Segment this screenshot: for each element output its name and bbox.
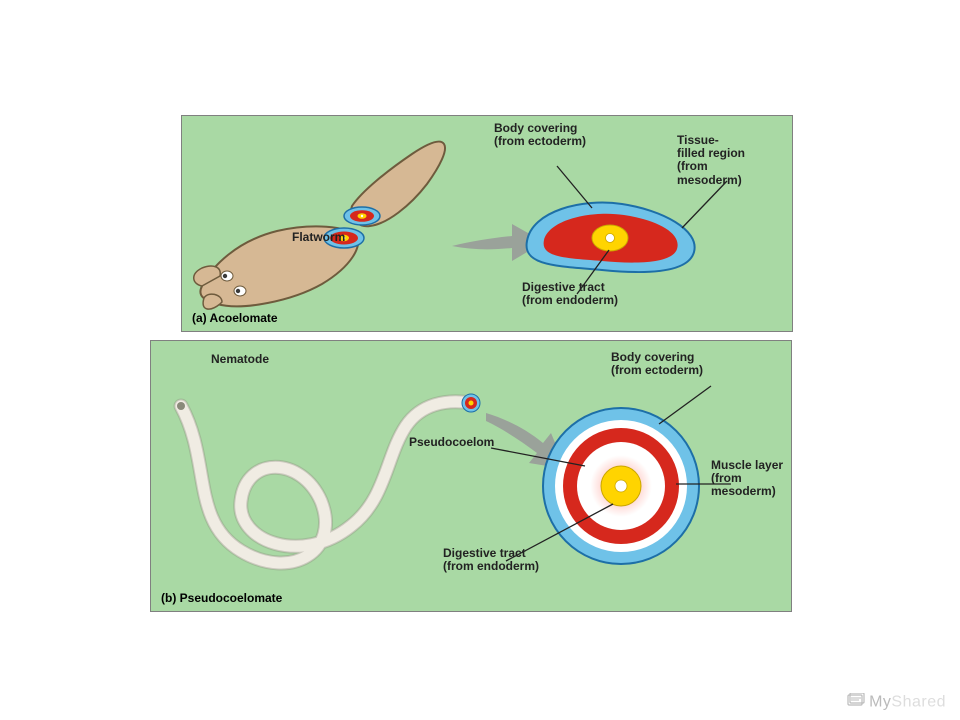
label-tissue-region: Tissue- filled region (from mesoderm) — [677, 134, 745, 187]
watermark: MyShared — [847, 693, 946, 712]
label-body-covering-a: Body covering (from ectoderm) — [494, 122, 586, 148]
label-nematode: Nematode — [211, 353, 269, 366]
caption-a: (a) Acoelomate — [192, 311, 278, 325]
nematode-slice — [462, 394, 480, 412]
label-digestive-a: Digestive tract (from endoderm) — [522, 281, 618, 307]
label-flatworm: Flatworm — [292, 231, 345, 244]
label-digestive-b: Digestive tract (from endoderm) — [443, 547, 539, 573]
label-pseudocoelom: Pseudocoelom — [409, 436, 494, 449]
watermark-my: My — [869, 694, 891, 711]
watermark-icon — [847, 693, 865, 712]
caption-b: (b) Pseudocoelomate — [161, 591, 282, 605]
watermark-shared: Shared — [891, 694, 946, 711]
panel-pseudocoelomate: Nematode Body covering (from ectoderm) M… — [150, 340, 792, 612]
panel-acoelomate: Flatworm Body covering (from ectoderm) T… — [181, 115, 793, 332]
label-body-covering-b: Body covering (from ectoderm) — [611, 351, 703, 377]
label-muscle-layer: Muscle layer (from mesoderm) — [711, 459, 783, 499]
